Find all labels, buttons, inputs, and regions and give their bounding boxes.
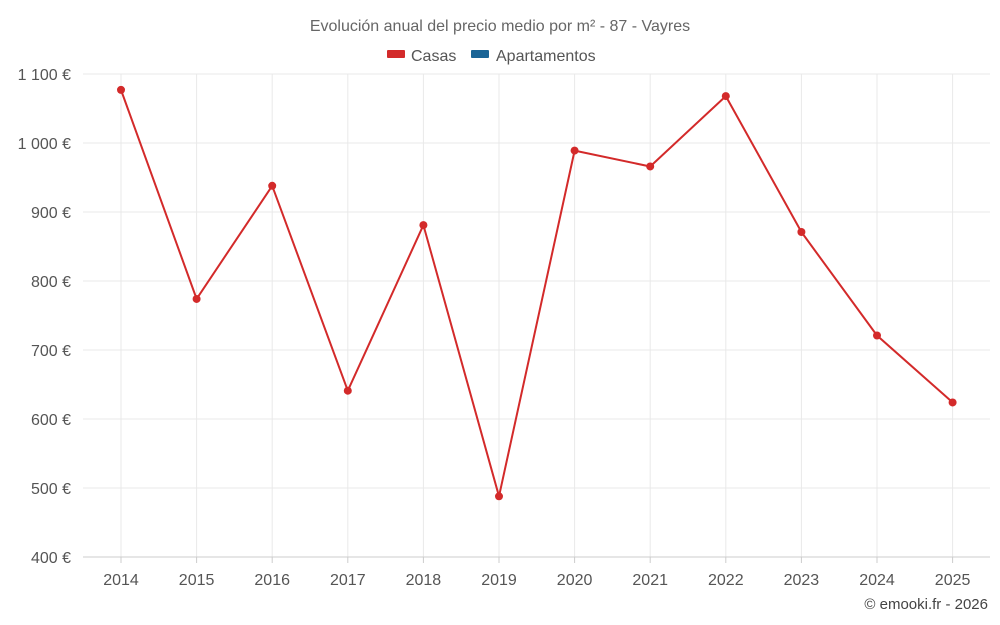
x-tick-label: 2025 [935, 572, 971, 589]
grid [83, 73, 990, 563]
x-tick-label: 2014 [103, 572, 139, 589]
x-tick-label: 2019 [481, 572, 517, 589]
y-tick-label: 600 € [31, 412, 71, 429]
data-point[interactable] [117, 85, 125, 94]
data-point[interactable] [268, 181, 277, 190]
data-point[interactable] [873, 331, 881, 340]
data-point[interactable] [721, 92, 730, 101]
data-point[interactable] [495, 492, 503, 501]
y-tick-label: 800 € [31, 274, 71, 291]
legend-item-apartamentos[interactable]: Apartamentos [471, 48, 596, 65]
x-tick-label: 2018 [406, 572, 442, 589]
x-tick-label: 2022 [708, 572, 744, 589]
x-tick-label: 2021 [632, 572, 668, 589]
legend-label-apartamentos: Apartamentos [496, 48, 596, 65]
y-tick-label: 1 000 € [18, 136, 71, 153]
series-line-casas [120, 89, 954, 498]
data-point[interactable] [343, 386, 352, 395]
data-point[interactable] [948, 398, 957, 407]
data-point[interactable] [646, 162, 655, 171]
data-point[interactable] [797, 228, 806, 237]
x-tick-label: 2016 [254, 572, 290, 589]
y-tick-label: 400 € [31, 550, 71, 567]
data-point[interactable] [192, 294, 201, 303]
y-tick-label: 900 € [31, 205, 71, 222]
chart-title: Evolución anual del precio medio por m² … [310, 18, 690, 35]
y-tick-label: 1 100 € [18, 67, 71, 84]
credit-text: © emooki.fr - 2026 [864, 596, 988, 613]
y-tick-labels: 400 € 500 € 600 € 700 € 800 € 900 € 1 000 € 1 1… [18, 67, 71, 567]
x-tick-label: 2015 [179, 572, 215, 589]
legend-label-casas: Casas [411, 48, 456, 65]
legend-item-casas[interactable]: Casas [387, 48, 456, 65]
x-tick-label: 2023 [784, 572, 820, 589]
data-point[interactable] [570, 146, 579, 155]
data-point[interactable] [419, 221, 428, 230]
x-tick-label: 2024 [859, 572, 895, 589]
y-tick-label: 700 € [31, 343, 71, 360]
y-tick-label: 500 € [31, 481, 71, 498]
x-tick-labels: 2014 2015 2016 2017 2018 2019 2020 2021 2022 2023… [103, 572, 970, 589]
x-tick-label: 2017 [330, 572, 366, 589]
legend-swatch-apartamentos [471, 50, 489, 58]
series [117, 85, 957, 501]
legend[interactable]: Casas Apartamentos [387, 48, 596, 65]
x-tick-label: 2020 [557, 572, 593, 589]
legend-swatch-casas [387, 50, 405, 58]
